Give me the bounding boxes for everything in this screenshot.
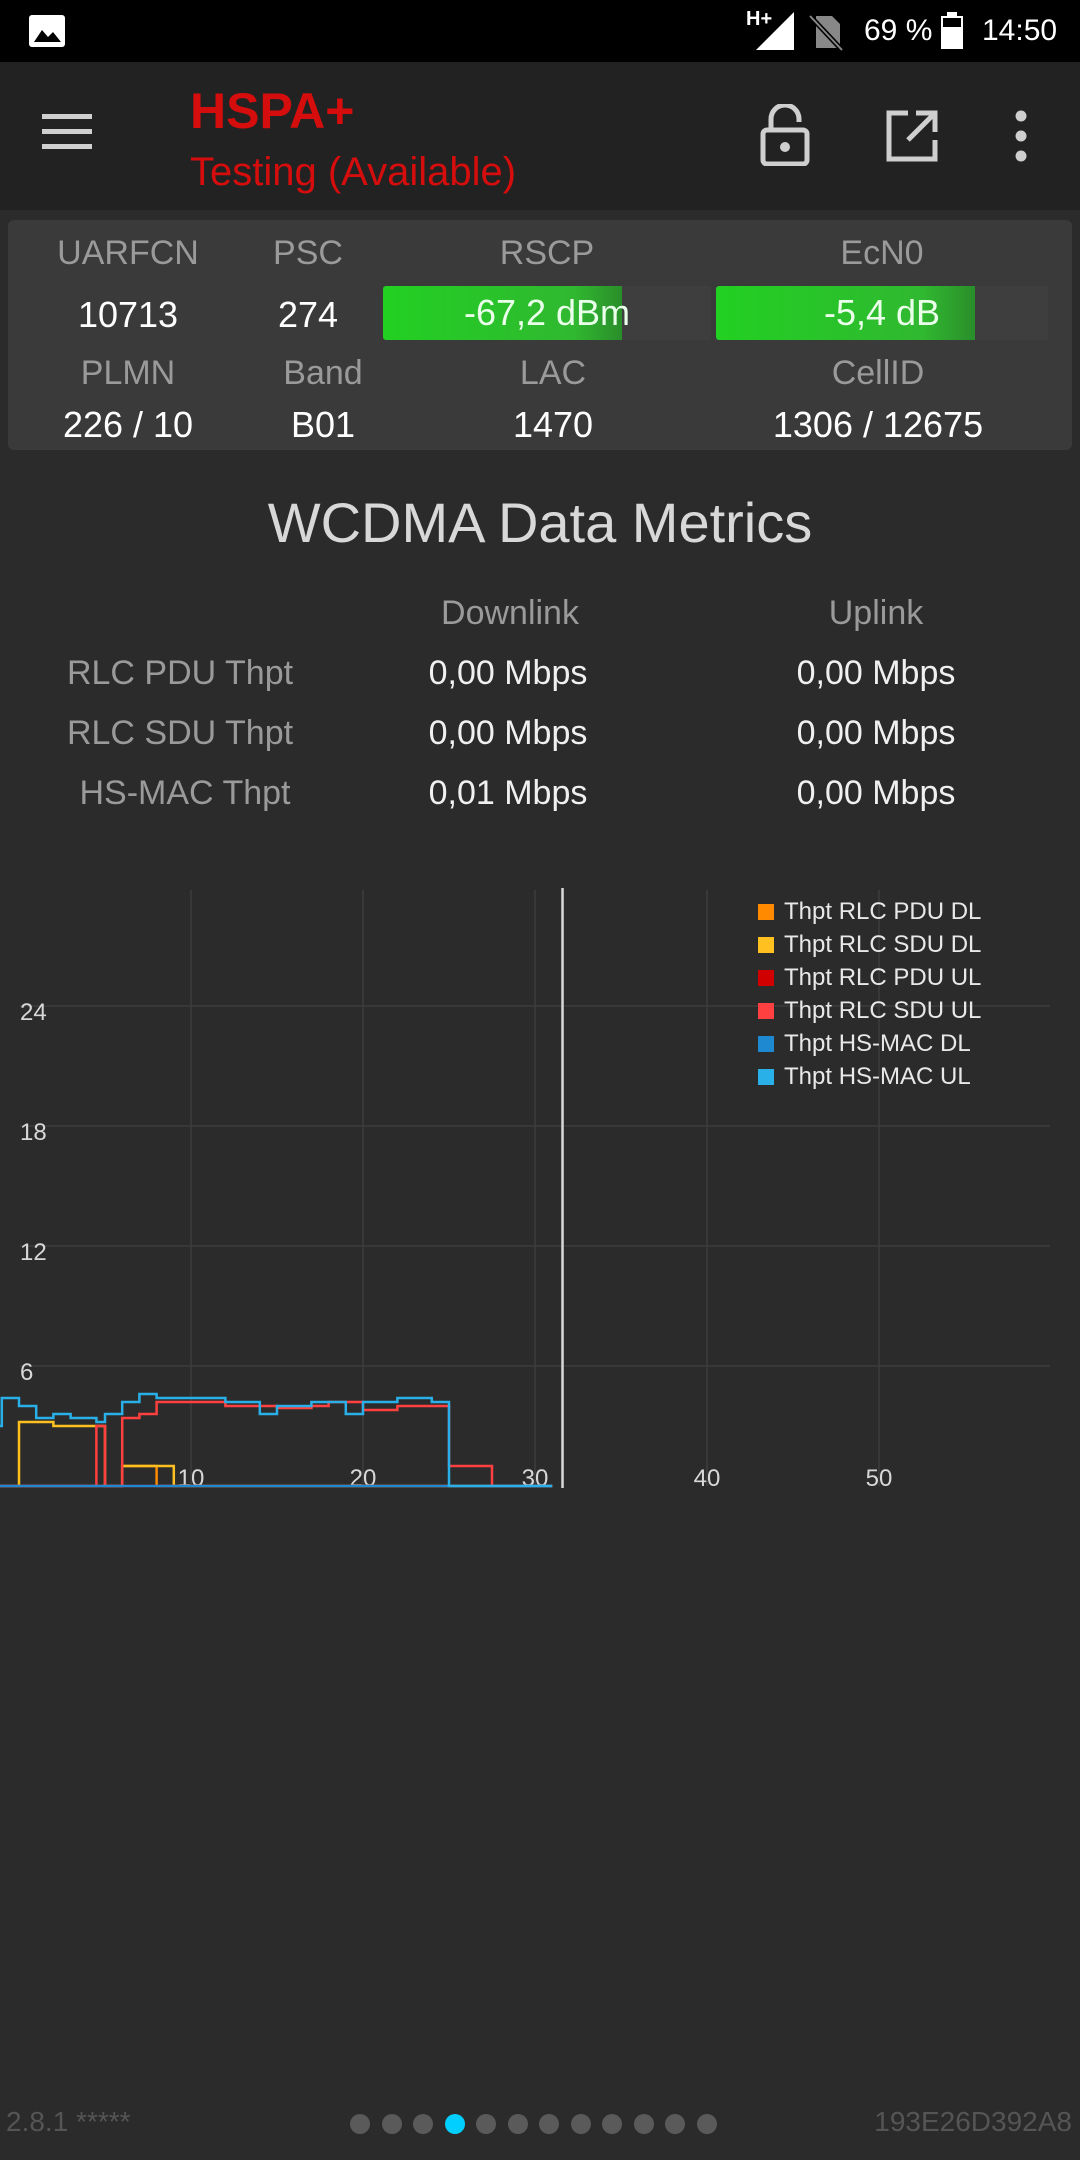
y-tick-label: 24 bbox=[20, 999, 47, 1026]
legend-swatch bbox=[758, 970, 774, 986]
metric-uplink-rlc-pdu: 0,00 Mbps bbox=[796, 654, 956, 692]
legend-label: Thpt HS-MAC DL bbox=[784, 1030, 971, 1057]
lock-open-icon[interactable] bbox=[758, 104, 812, 166]
legend-item: Thpt RLC PDU DL bbox=[758, 898, 981, 928]
lac-label: LAC bbox=[519, 354, 587, 392]
legend-item: Thpt HS-MAC DL bbox=[758, 1030, 971, 1060]
ecn0-label: EcN0 bbox=[840, 234, 924, 272]
plmn-value: 226 / 10 bbox=[62, 404, 194, 445]
status-subtitle: Testing (Available) bbox=[190, 150, 517, 194]
y-tick-label: 6 bbox=[20, 1359, 33, 1386]
throughput-chart[interactable]: 6 12 18 24 10 20 30 40 50 Thpt RLC PDU DL Thpt RL… bbox=[0, 880, 1080, 1500]
cellid-label: CellID bbox=[831, 354, 925, 392]
page-dot[interactable] bbox=[602, 2114, 622, 2134]
band-value: B01 bbox=[290, 404, 356, 445]
psc-value: 274 bbox=[277, 294, 339, 335]
metric-downlink-rlc-sdu: 0,00 Mbps bbox=[428, 714, 588, 752]
status-bar: H+ 69 % 14:50 bbox=[0, 0, 1080, 62]
metric-downlink-hs-mac: 0,01 Mbps bbox=[428, 774, 588, 812]
page-dot[interactable] bbox=[350, 2114, 370, 2134]
clock: 14:50 bbox=[982, 14, 1058, 47]
metric-label-rlc-pdu: RLC PDU Thpt bbox=[66, 654, 294, 692]
psc-label: PSC bbox=[273, 234, 343, 272]
ecn0-bar-fill bbox=[716, 286, 975, 340]
app-toolbar: HSPA+ Testing (Available) bbox=[0, 62, 1080, 210]
page-dot[interactable] bbox=[665, 2114, 685, 2134]
uplink-header: Uplink bbox=[828, 594, 924, 632]
legend-label: Thpt HS-MAC UL bbox=[784, 1063, 971, 1090]
metric-label-rlc-sdu: RLC SDU Thpt bbox=[66, 714, 294, 752]
page-dot[interactable] bbox=[633, 2114, 654, 2134]
x-tick-label: 20 bbox=[350, 1465, 377, 1492]
app-version: 2.8.1 ***** bbox=[6, 2106, 131, 2137]
page-dot[interactable] bbox=[539, 2114, 559, 2134]
legend-label: Thpt RLC SDU DL bbox=[784, 931, 982, 958]
rscp-bar-fill bbox=[383, 286, 623, 340]
x-tick-label: 10 bbox=[178, 1465, 205, 1492]
legend-swatch bbox=[758, 1069, 774, 1085]
no-sim-icon bbox=[808, 14, 844, 52]
battery-percent: 69 % bbox=[864, 14, 933, 47]
legend-label: Thpt RLC PDU UL bbox=[784, 964, 982, 991]
metrics-title: WCDMA Data Metrics bbox=[267, 491, 813, 554]
page-dot-active[interactable] bbox=[444, 2114, 465, 2134]
x-tick-label: 30 bbox=[522, 1465, 549, 1492]
series-line-thpt-rlc-pdu-dl bbox=[0, 1464, 553, 1488]
downlink-header: Downlink bbox=[441, 594, 579, 632]
uarfcn-label: UARFCN bbox=[57, 234, 199, 272]
open-external-icon[interactable] bbox=[884, 108, 940, 164]
legend-item: Thpt RLC SDU DL bbox=[758, 931, 981, 961]
lac-value: 1470 bbox=[512, 404, 594, 445]
metric-uplink-hs-mac: 0,00 Mbps bbox=[796, 774, 956, 812]
device-id: 193E26D392A8 bbox=[874, 2106, 1072, 2137]
ecn0-value: -5,4 dB bbox=[823, 292, 941, 333]
network-type-label: H+ bbox=[746, 8, 773, 30]
metric-uplink-rlc-sdu: 0,00 Mbps bbox=[796, 714, 956, 752]
legend-swatch bbox=[758, 937, 774, 953]
y-tick-label: 18 bbox=[20, 1119, 47, 1146]
image-notification-icon bbox=[29, 15, 65, 47]
uarfcn-value: 10713 bbox=[77, 294, 179, 335]
legend-swatch bbox=[758, 1003, 774, 1019]
menu-icon[interactable] bbox=[40, 110, 94, 154]
page-dot[interactable] bbox=[476, 2114, 496, 2134]
legend-item: Thpt RLC PDU UL bbox=[758, 964, 981, 994]
rscp-value: -67,2 dBm bbox=[463, 292, 631, 333]
metric-label-hs-mac: HS-MAC Thpt bbox=[79, 774, 291, 812]
legend-item: Thpt RLC SDU UL bbox=[758, 997, 981, 1027]
signal-icon bbox=[756, 12, 794, 50]
legend-swatch bbox=[758, 904, 774, 920]
page-dot[interactable] bbox=[570, 2114, 591, 2134]
x-tick-label: 50 bbox=[866, 1465, 893, 1492]
battery-icon bbox=[941, 12, 963, 49]
ecn0-bar: -5,4 dB bbox=[716, 286, 1048, 340]
series-line-thpt-rlc-sdu-dl bbox=[0, 1420, 553, 1488]
page-dot[interactable] bbox=[413, 2114, 433, 2134]
legend-label: Thpt RLC SDU UL bbox=[784, 997, 982, 1024]
cellid-value: 1306 / 12675 bbox=[772, 404, 984, 445]
legend-item: Thpt HS-MAC UL bbox=[758, 1063, 971, 1093]
y-tick-label: 12 bbox=[20, 1239, 47, 1266]
technology-title: HSPA+ bbox=[190, 83, 355, 139]
rscp-label: RSCP bbox=[499, 234, 595, 272]
plmn-label: PLMN bbox=[80, 354, 176, 392]
page-dot[interactable] bbox=[507, 2114, 528, 2134]
metric-downlink-rlc-pdu: 0,00 Mbps bbox=[428, 654, 588, 692]
more-options-icon[interactable] bbox=[1006, 106, 1036, 166]
rscp-bar: -67,2 dBm bbox=[383, 286, 711, 340]
page-dot[interactable] bbox=[696, 2114, 717, 2134]
legend-swatch bbox=[758, 1036, 774, 1052]
cell-info-panel: UARFCN 10713 PSC 274 RSCP -67,2 dBm EcN0… bbox=[8, 220, 1072, 450]
x-tick-label: 40 bbox=[694, 1465, 721, 1492]
throughput-chart-svg: 6 12 18 24 10 20 30 40 50 bbox=[0, 888, 1050, 1492]
legend-label: Thpt RLC PDU DL bbox=[784, 898, 982, 925]
page-dot[interactable] bbox=[381, 2114, 402, 2134]
band-label: Band bbox=[283, 354, 363, 392]
series-line-thpt-hs-mac-ul bbox=[0, 1392, 553, 1488]
